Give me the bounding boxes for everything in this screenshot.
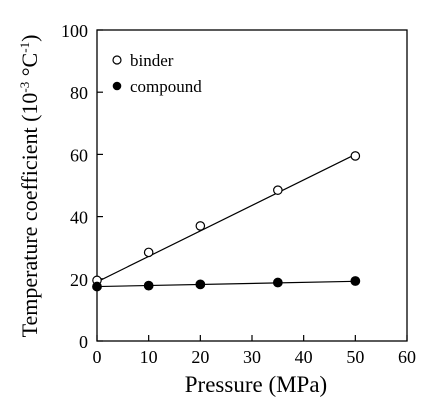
point-compound (272, 277, 283, 288)
point-binder (143, 247, 154, 258)
point-compound (350, 276, 361, 286)
legend: binder compound (112, 51, 202, 96)
axis-ticks: 0 10 20 30 40 50 60 0 20 40 60 80 100 (61, 21, 416, 367)
x-axis-label: Pressure (MPa) (185, 372, 327, 397)
y-axis-label-mid: °C (17, 53, 42, 82)
x-tick-label: 0 (93, 347, 102, 367)
fit-line-compound (96, 280, 356, 288)
legend-marker-binder (112, 55, 122, 65)
point-compound (92, 281, 102, 292)
legend-marker-compound (112, 81, 122, 91)
fit-line-binder (96, 153, 356, 283)
y-axis-label-end: ) (17, 35, 42, 42)
x-tick-label: 60 (398, 347, 416, 367)
x-tick-label: 40 (295, 347, 313, 367)
x-tick-label: 20 (191, 347, 209, 367)
x-tick-label: 10 (140, 347, 158, 367)
y-axis-label-main: Temperature coefficient (10 (17, 93, 42, 338)
point-binder (273, 185, 283, 195)
x-tick-label: 30 (243, 347, 261, 367)
y-tick-label: 100 (61, 21, 88, 41)
point-compound (195, 279, 206, 290)
y-axis-label: Temperature coefficient (10-3 °C-1) (17, 35, 42, 338)
point-compound (143, 280, 154, 291)
fit-lines (96, 153, 356, 288)
point-binder (350, 151, 361, 161)
point-binder (195, 221, 206, 231)
y-axis-label-exp1: -3 (17, 82, 32, 93)
y-tick-label: 0 (79, 332, 88, 352)
y-tick-label: 80 (70, 83, 88, 103)
x-tick-label: 50 (346, 347, 364, 367)
y-tick-label: 20 (70, 270, 88, 290)
legend-label-compound: compound (130, 77, 202, 96)
legend-label-binder: binder (130, 51, 174, 70)
data-points (92, 151, 361, 292)
y-tick-label: 40 (70, 208, 88, 228)
y-axis-label-exp2: -1 (17, 42, 32, 53)
y-tick-label: 60 (70, 145, 88, 165)
